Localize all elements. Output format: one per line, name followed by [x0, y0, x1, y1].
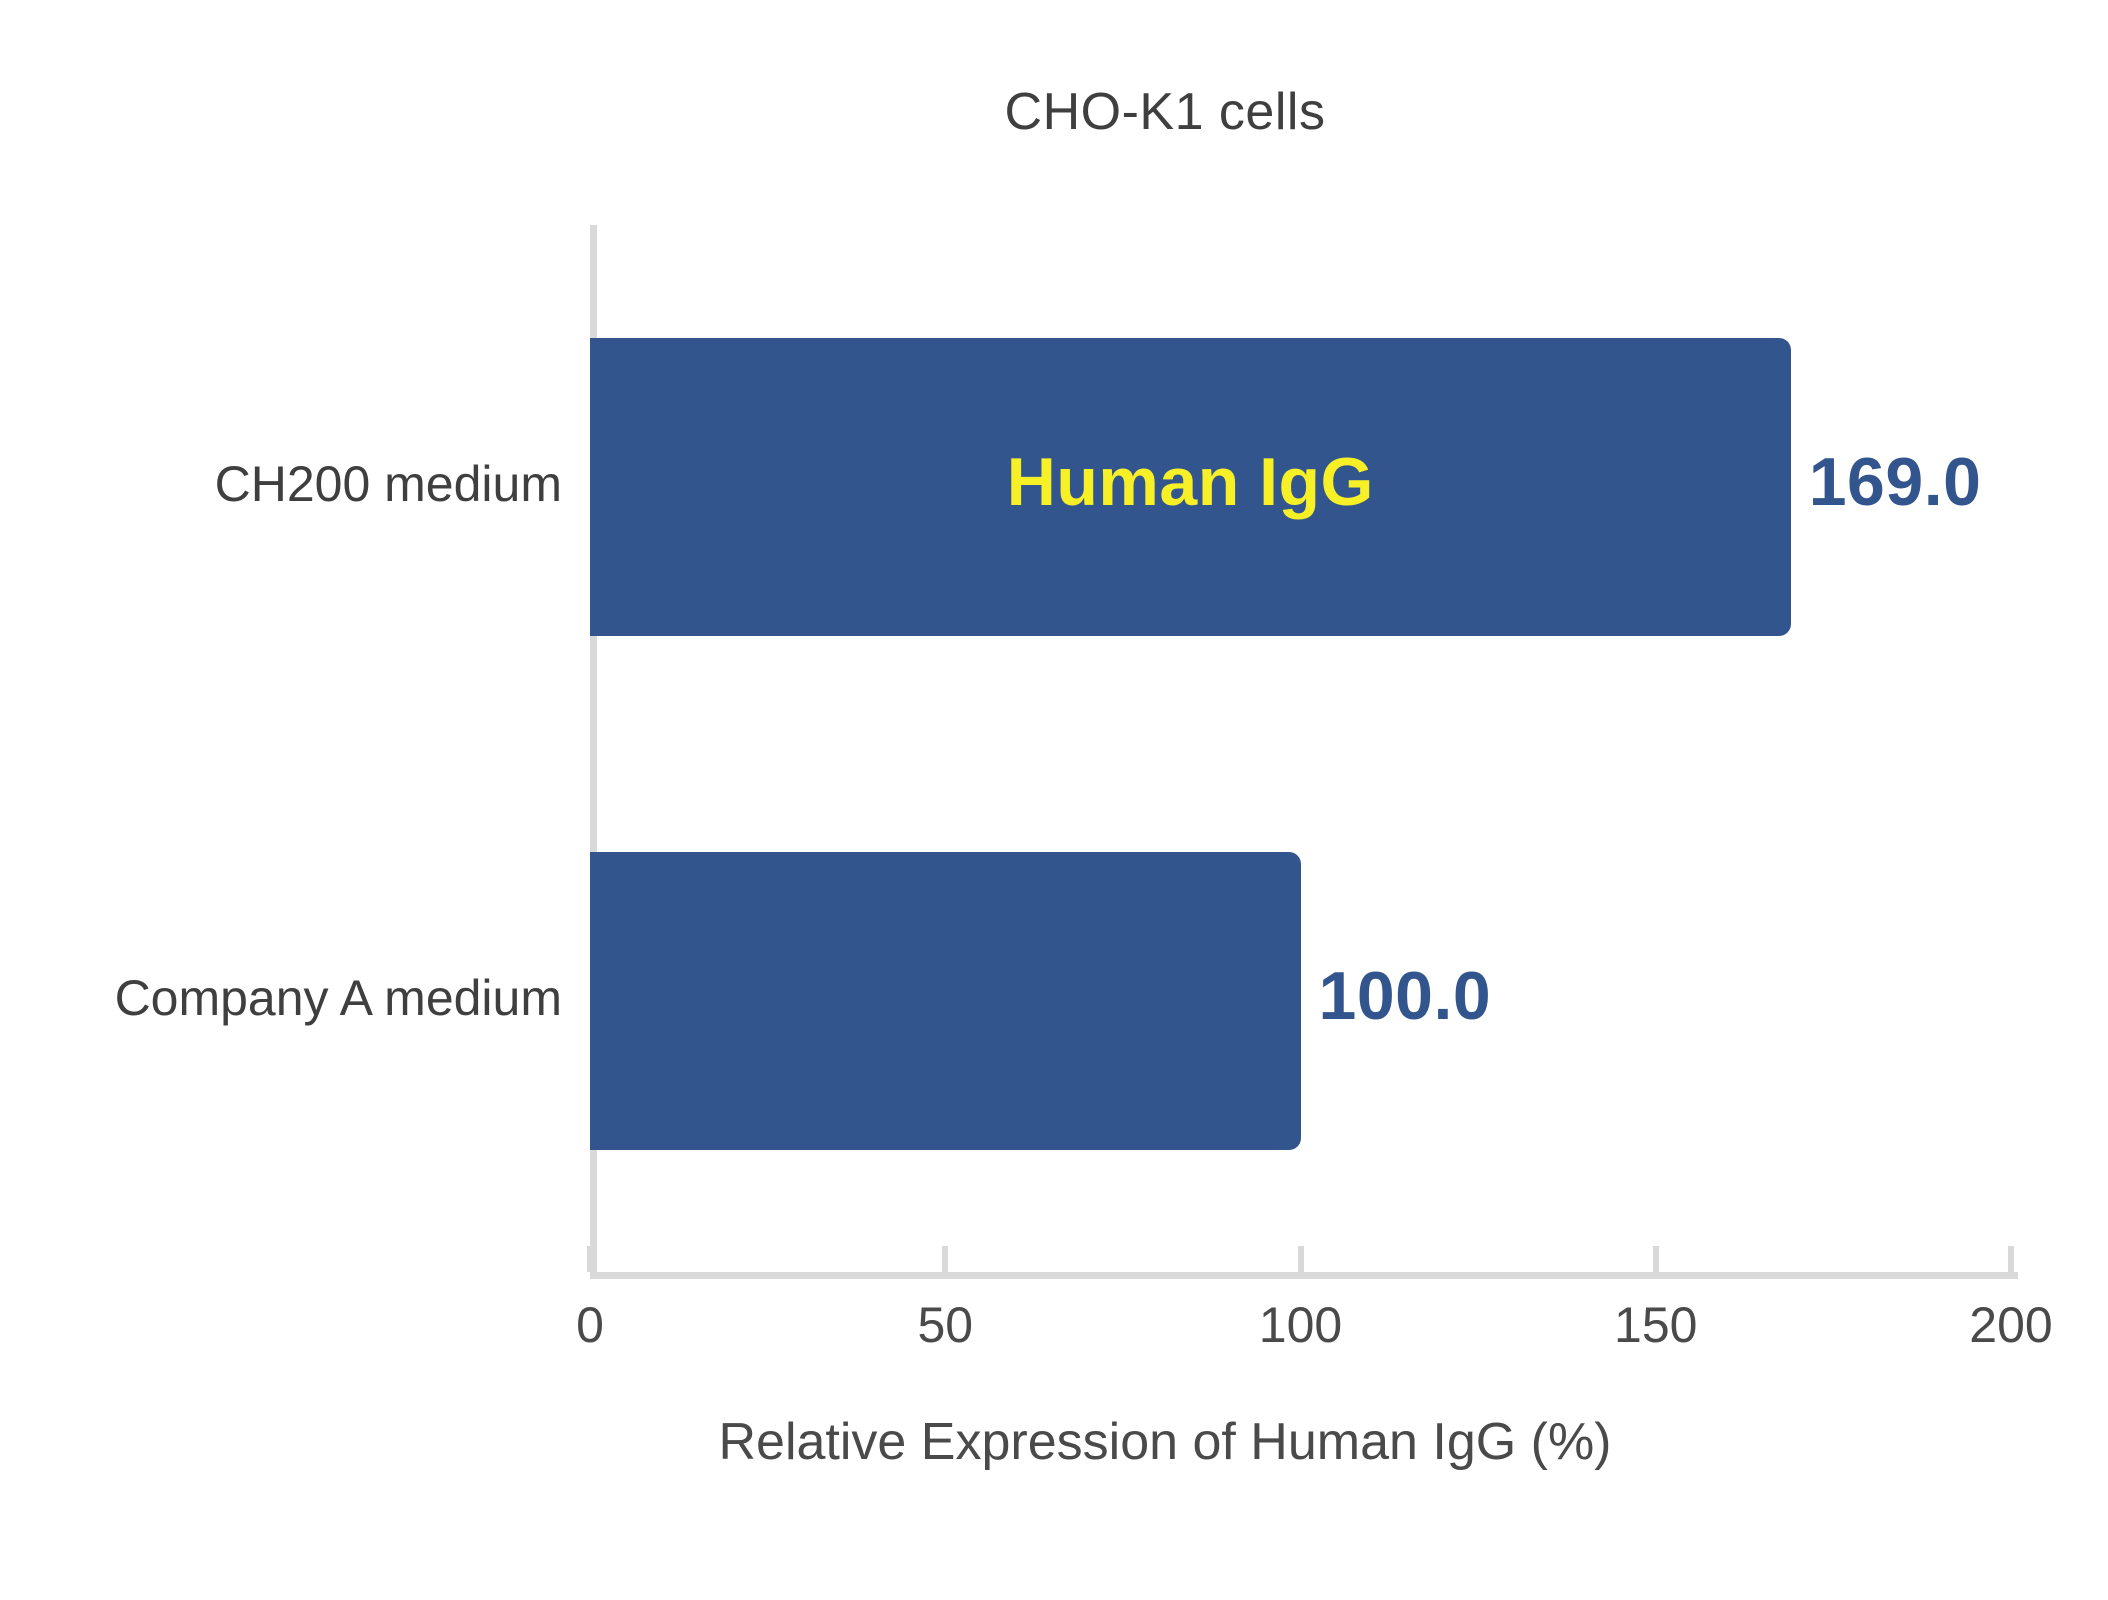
chart-title: CHO-K1 cells: [1004, 83, 1326, 141]
x-axis-tick-label: 200: [1969, 1297, 2053, 1353]
x-axis-tick-label: 150: [1614, 1297, 1698, 1353]
bar[interactable]: [590, 852, 1301, 1150]
x-axis-tick: [942, 1246, 949, 1272]
x-axis-tick-label: 50: [917, 1297, 974, 1353]
x-axis-tick: [1297, 1246, 1304, 1272]
bar[interactable]: [590, 338, 1791, 636]
x-axis-title: Relative Expression of Human IgG (%): [718, 1413, 1612, 1471]
bar-value-label: 169.0: [1808, 444, 1982, 520]
x-axis-tick-label: 100: [1258, 1297, 1343, 1353]
bar-value-label: 100.0: [1318, 958, 1492, 1034]
x-axis-tick-label: 0: [576, 1297, 604, 1353]
x-axis-tick: [2008, 1246, 2014, 1272]
y-axis-category-label: Company A medium: [114, 970, 562, 1026]
x-axis-line: [590, 1272, 2018, 1279]
bar-annotation-label: Human IgG: [1006, 444, 1374, 520]
x-axis-tick: [1652, 1246, 1659, 1272]
y-axis-line: [590, 225, 597, 1272]
y-axis-category-label: CH200 medium: [214, 456, 562, 512]
x-axis-tick: [587, 1246, 593, 1272]
